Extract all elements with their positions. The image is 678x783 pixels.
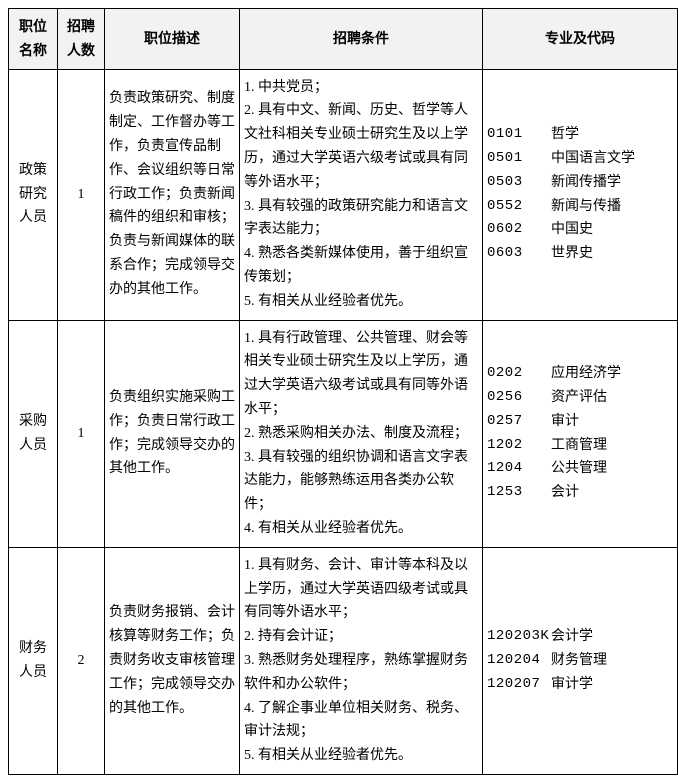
position-count: 1: [58, 69, 105, 320]
major-code: 0501: [487, 147, 551, 171]
header-count: 招聘 人数: [58, 9, 105, 70]
major-label: 工商管理: [551, 434, 673, 458]
major-label: 公共管理: [551, 457, 673, 481]
major-row: 0256资产评估: [487, 386, 673, 410]
position-count: 1: [58, 320, 105, 547]
position-majors: 0101哲学0501中国语言文学0503新闻传播学0552新闻与传播0602中国…: [483, 69, 678, 320]
major-label: 中国语言文学: [551, 147, 673, 171]
major-code: 0603: [487, 242, 551, 266]
major-code: 0202: [487, 362, 551, 386]
position-cond: 1. 中共党员； 2. 具有中文、新闻、历史、哲学等人文社科相关专业硕士研究生及…: [240, 69, 483, 320]
position-name: 财务 人员: [9, 547, 58, 774]
major-code: 1204: [487, 457, 551, 481]
major-row: 0603世界史: [487, 242, 673, 266]
position-desc: 负责财务报销、会计核算等财务工作；负责财务收支审核管理工作；完成领导交办的其他工…: [105, 547, 240, 774]
position-name: 政策 研究 人员: [9, 69, 58, 320]
header-row: 职位 名称 招聘 人数 职位描述 招聘条件 专业及代码: [9, 9, 678, 70]
major-code: 0602: [487, 218, 551, 242]
position-majors: 0202应用经济学0256资产评估0257审计1202工商管理1204公共管理1…: [483, 320, 678, 547]
major-row: 120204财务管理: [487, 649, 673, 673]
major-code: 120207: [487, 673, 551, 697]
major-code: 1202: [487, 434, 551, 458]
recruitment-table: 职位 名称 招聘 人数 职位描述 招聘条件 专业及代码 政策 研究 人员1负责政…: [8, 8, 678, 775]
table-row: 采购 人员1负责组织实施采购工作；负责日常行政工作；完成领导交办的其他工作。1.…: [9, 320, 678, 547]
major-label: 中国史: [551, 218, 673, 242]
major-code: 120203K: [487, 625, 551, 649]
major-label: 审计学: [551, 673, 673, 697]
major-label: 会计: [551, 481, 673, 505]
major-code: 0552: [487, 195, 551, 219]
header-name: 职位 名称: [9, 9, 58, 70]
position-cond: 1. 具有行政管理、公共管理、财会等相关专业硕士研究生及以上学历，通过大学英语六…: [240, 320, 483, 547]
major-code: 0256: [487, 386, 551, 410]
position-desc: 负责组织实施采购工作；负责日常行政工作；完成领导交办的其他工作。: [105, 320, 240, 547]
major-row: 120203K会计学: [487, 625, 673, 649]
position-count: 2: [58, 547, 105, 774]
major-code: 0257: [487, 410, 551, 434]
major-row: 1202工商管理: [487, 434, 673, 458]
major-code: 1253: [487, 481, 551, 505]
major-label: 新闻与传播: [551, 195, 673, 219]
major-label: 应用经济学: [551, 362, 673, 386]
major-row: 0503新闻传播学: [487, 171, 673, 195]
major-label: 会计学: [551, 625, 673, 649]
major-row: 0202应用经济学: [487, 362, 673, 386]
table-body: 政策 研究 人员1负责政策研究、制度制定、工作督办等工作，负责宣传品制作、会议组…: [9, 69, 678, 774]
major-row: 0602中国史: [487, 218, 673, 242]
table-row: 财务 人员2负责财务报销、会计核算等财务工作；负责财务收支审核管理工作；完成领导…: [9, 547, 678, 774]
major-row: 1204公共管理: [487, 457, 673, 481]
major-row: 0501中国语言文学: [487, 147, 673, 171]
position-cond: 1. 具有财务、会计、审计等本科及以上学历，通过大学英语四级考试或具有同等外语水…: [240, 547, 483, 774]
major-code: 120204: [487, 649, 551, 673]
major-label: 财务管理: [551, 649, 673, 673]
position-name: 采购 人员: [9, 320, 58, 547]
major-row: 120207审计学: [487, 673, 673, 697]
major-label: 审计: [551, 410, 673, 434]
major-row: 0101哲学: [487, 123, 673, 147]
major-label: 新闻传播学: [551, 171, 673, 195]
position-desc: 负责政策研究、制度制定、工作督办等工作，负责宣传品制作、会议组织等日常行政工作；…: [105, 69, 240, 320]
major-row: 0257审计: [487, 410, 673, 434]
position-majors: 120203K会计学120204财务管理120207审计学: [483, 547, 678, 774]
major-label: 世界史: [551, 242, 673, 266]
header-cond: 招聘条件: [240, 9, 483, 70]
header-desc: 职位描述: [105, 9, 240, 70]
header-major: 专业及代码: [483, 9, 678, 70]
table-row: 政策 研究 人员1负责政策研究、制度制定、工作督办等工作，负责宣传品制作、会议组…: [9, 69, 678, 320]
major-code: 0101: [487, 123, 551, 147]
major-row: 0552新闻与传播: [487, 195, 673, 219]
major-row: 1253会计: [487, 481, 673, 505]
major-code: 0503: [487, 171, 551, 195]
major-label: 哲学: [551, 123, 673, 147]
major-label: 资产评估: [551, 386, 673, 410]
